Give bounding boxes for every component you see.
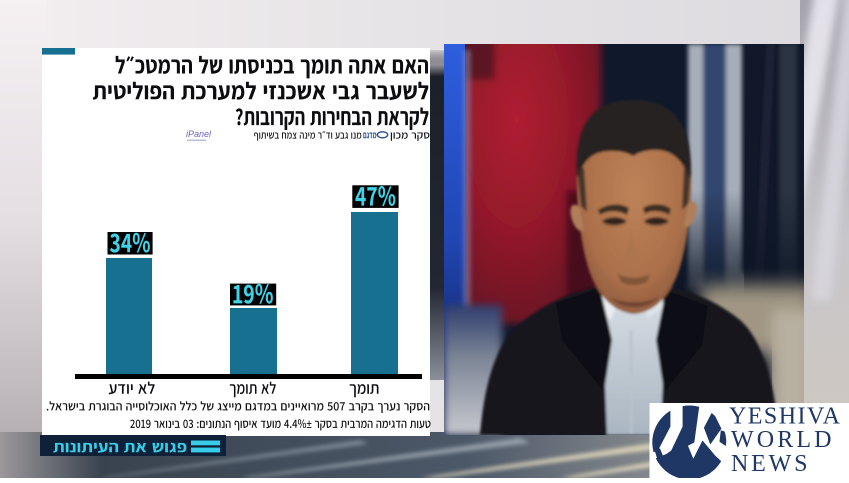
svg-text:WORLD: WORLD	[731, 427, 832, 453]
svg-text:iPanel: iPanel	[186, 129, 212, 139]
svg-text:NEWS: NEWS	[731, 451, 808, 477]
svg-text:YESHIVA: YESHIVA	[729, 404, 841, 430]
